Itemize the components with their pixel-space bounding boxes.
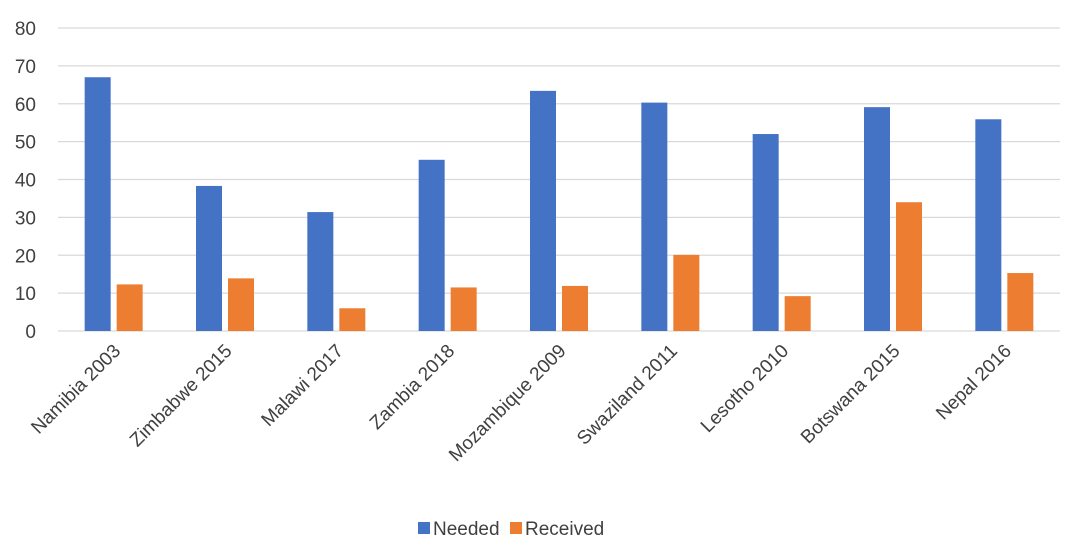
x-tick-label: Botswana 2015 xyxy=(797,341,904,448)
y-axis-ticks: 0 10 20 30 40 50 60 70 80 xyxy=(15,19,36,343)
bar-needed-1 xyxy=(196,185,222,331)
x-tick-label: Lesotho 2010 xyxy=(697,341,793,437)
bar-received-5 xyxy=(673,254,700,331)
legend: Needed Received xyxy=(418,519,604,540)
y-tick-label: 70 xyxy=(15,57,36,78)
bar-needed-6 xyxy=(752,134,779,331)
bar-needed-5 xyxy=(641,102,668,332)
legend-label-received: Received xyxy=(525,519,604,540)
gridlines xyxy=(58,27,1060,332)
x-tick-label: Mozambique 2009 xyxy=(445,341,570,466)
x-tick-label: Nepal 2016 xyxy=(932,341,1016,425)
y-tick-label: 10 xyxy=(15,284,36,305)
y-tick-label: 30 xyxy=(15,208,36,229)
bar-received-7 xyxy=(896,202,922,331)
bar-needed-4 xyxy=(530,90,556,331)
y-tick-label: 50 xyxy=(15,133,36,154)
y-tick-label: 40 xyxy=(15,171,36,192)
x-tick-label: Zimbabwe 2015 xyxy=(126,341,236,451)
bar-needed-0 xyxy=(84,77,111,331)
y-tick-label: 60 xyxy=(15,95,36,116)
x-tick-label: Swaziland 2011 xyxy=(573,341,682,450)
bar-received-2 xyxy=(339,308,366,331)
y-tick-label: 20 xyxy=(15,246,36,267)
bar-received-6 xyxy=(784,296,811,331)
x-tick-label: Namibia 2003 xyxy=(27,341,125,439)
legend-swatch-received xyxy=(510,522,522,534)
y-tick-label: 80 xyxy=(15,19,36,40)
bar-needed-2 xyxy=(307,212,334,331)
bar-received-4 xyxy=(562,285,588,331)
bar-received-8 xyxy=(1007,273,1034,331)
bar-received-1 xyxy=(228,278,254,331)
x-axis-labels: Namibia 2003 Zimbabwe 2015 Malawi 2017 Zamb… xyxy=(27,341,1015,466)
bar-received-3 xyxy=(450,287,477,331)
bar-needed-3 xyxy=(418,159,445,331)
bars xyxy=(84,77,1034,332)
legend-label-needed: Needed xyxy=(433,519,500,540)
legend-swatch-needed xyxy=(418,522,430,534)
bar-received-0 xyxy=(116,284,143,331)
y-tick-label: 0 xyxy=(25,322,36,343)
x-tick-label: Malawi 2017 xyxy=(258,341,348,431)
x-tick-label: Zambia 2018 xyxy=(366,341,459,434)
bar-needed-7 xyxy=(864,107,890,331)
bar-needed-8 xyxy=(975,119,1002,331)
